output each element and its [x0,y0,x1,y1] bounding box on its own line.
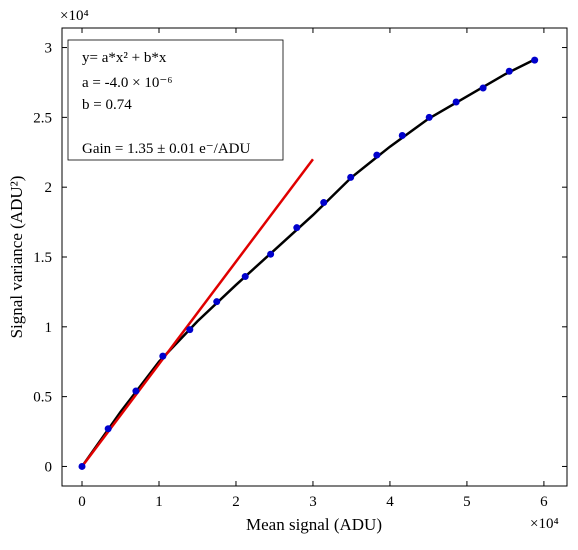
y-tick-label: 2 [45,180,53,196]
data-point [452,98,460,106]
y-multiplier: ×10⁴ [60,8,89,24]
data-point [241,273,249,281]
data-point [104,425,112,433]
x-tick-label: 3 [309,494,317,510]
x-tick-label: 5 [463,494,471,510]
data-point [320,199,328,207]
annotations: y= a*x² + b*x a = -4.0 × 10⁻⁶ b = 0.74 Gain… [82,50,251,157]
data-point [398,132,406,140]
data-point [479,84,487,92]
data-point [347,173,355,181]
data-point [293,224,301,232]
fit-line [80,57,537,468]
data-point [186,326,194,334]
annotation-text: b = 0.74 [82,97,132,113]
data-point [132,387,140,395]
x-tick-label: 6 [540,494,548,510]
x-tick-label: 0 [78,494,86,510]
x-multiplier: ×10⁴ [530,516,559,532]
y-tick-label: 0 [45,459,53,475]
fit-line [81,158,314,468]
y-axis-label: Signal variance (ADU²) [7,176,26,339]
y-tick-label: 1.5 [33,250,52,266]
annotation-text: Gain = 1.35 ± 0.01 e⁻/ADU [82,141,251,157]
x-tick-label: 4 [386,494,394,510]
y-tick-label: 1 [45,320,53,336]
data-point [425,113,433,121]
data-point [373,151,381,159]
data-point [78,462,86,470]
annotation-text: y= a*x² + b*x [82,50,167,66]
x-tick-label: 1 [155,494,163,510]
data-point [213,298,221,306]
data-point [267,250,275,258]
data-point [531,56,539,64]
data-point [505,67,513,75]
annotation-box [67,39,284,161]
x-tick-label: 2 [232,494,240,510]
y-tick-label: 2.5 [33,110,52,126]
x-axis-label: Mean signal (ADU) [246,515,382,534]
data-point [159,352,167,360]
y-tick-label: 3 [45,41,53,57]
plot-area: 0 1 2 3 4 5 6 0 0.5 1 1.5 2 2.5 3 [33,28,567,510]
annotation-text: a = -4.0 × 10⁻⁶ [82,75,172,91]
y-tick-label: 0.5 [33,390,52,406]
